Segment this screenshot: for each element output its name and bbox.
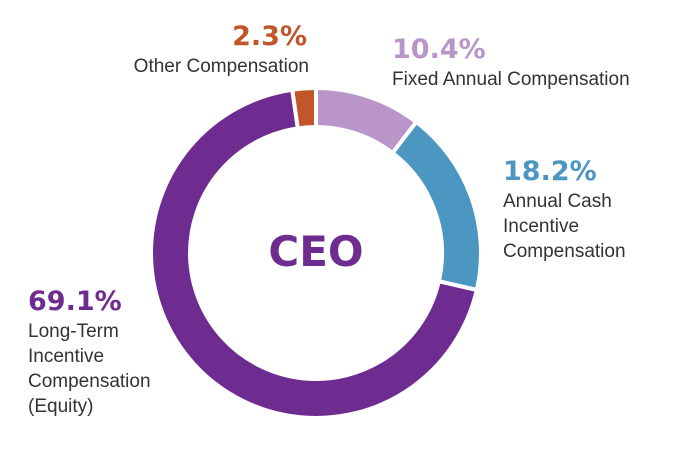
slice-label-other: Other Compensation (134, 54, 309, 79)
slice-callout-fixed: 10.4% Fixed Annual Compensation (392, 33, 630, 92)
slice-callout-ltic: 69.1% Long-Term Incentive Compensation (… (28, 285, 151, 419)
slice-label-ltic: Long-Term Incentive Compensation (Equity… (28, 319, 151, 419)
slice-callout-other: 2.3% Other Compensation (134, 20, 309, 79)
center-label: CEO (268, 227, 364, 276)
slice-percent-cash: 18.2% (503, 156, 597, 187)
slice-percent-fixed: 10.4% (392, 34, 486, 65)
slice-callout-cash: 18.2% Annual Cash Incentive Compensation (503, 155, 626, 264)
donut-slice-ltic (149, 87, 480, 420)
slice-label-line: Incentive (503, 216, 580, 237)
donut-slice-other (289, 85, 318, 131)
slice-label-cash: Annual Cash Incentive Compensation (503, 189, 626, 264)
slice-label-line: Fixed Annual Compensation (392, 69, 630, 90)
slice-label-line: Incentive (28, 346, 105, 367)
slice-label-line: (Equity) (28, 396, 94, 417)
slice-percent-other: 2.3% (232, 21, 307, 52)
slice-percent-ltic: 69.1% (28, 286, 122, 317)
slice-label-line: Long-Term (28, 321, 119, 342)
slice-label-line: Other Compensation (133, 56, 309, 77)
slice-label-line: Compensation (28, 371, 151, 392)
slice-label-line: Compensation (503, 241, 626, 262)
slice-label-fixed: Fixed Annual Compensation (392, 67, 630, 92)
slice-label-line: Annual Cash (503, 191, 612, 212)
